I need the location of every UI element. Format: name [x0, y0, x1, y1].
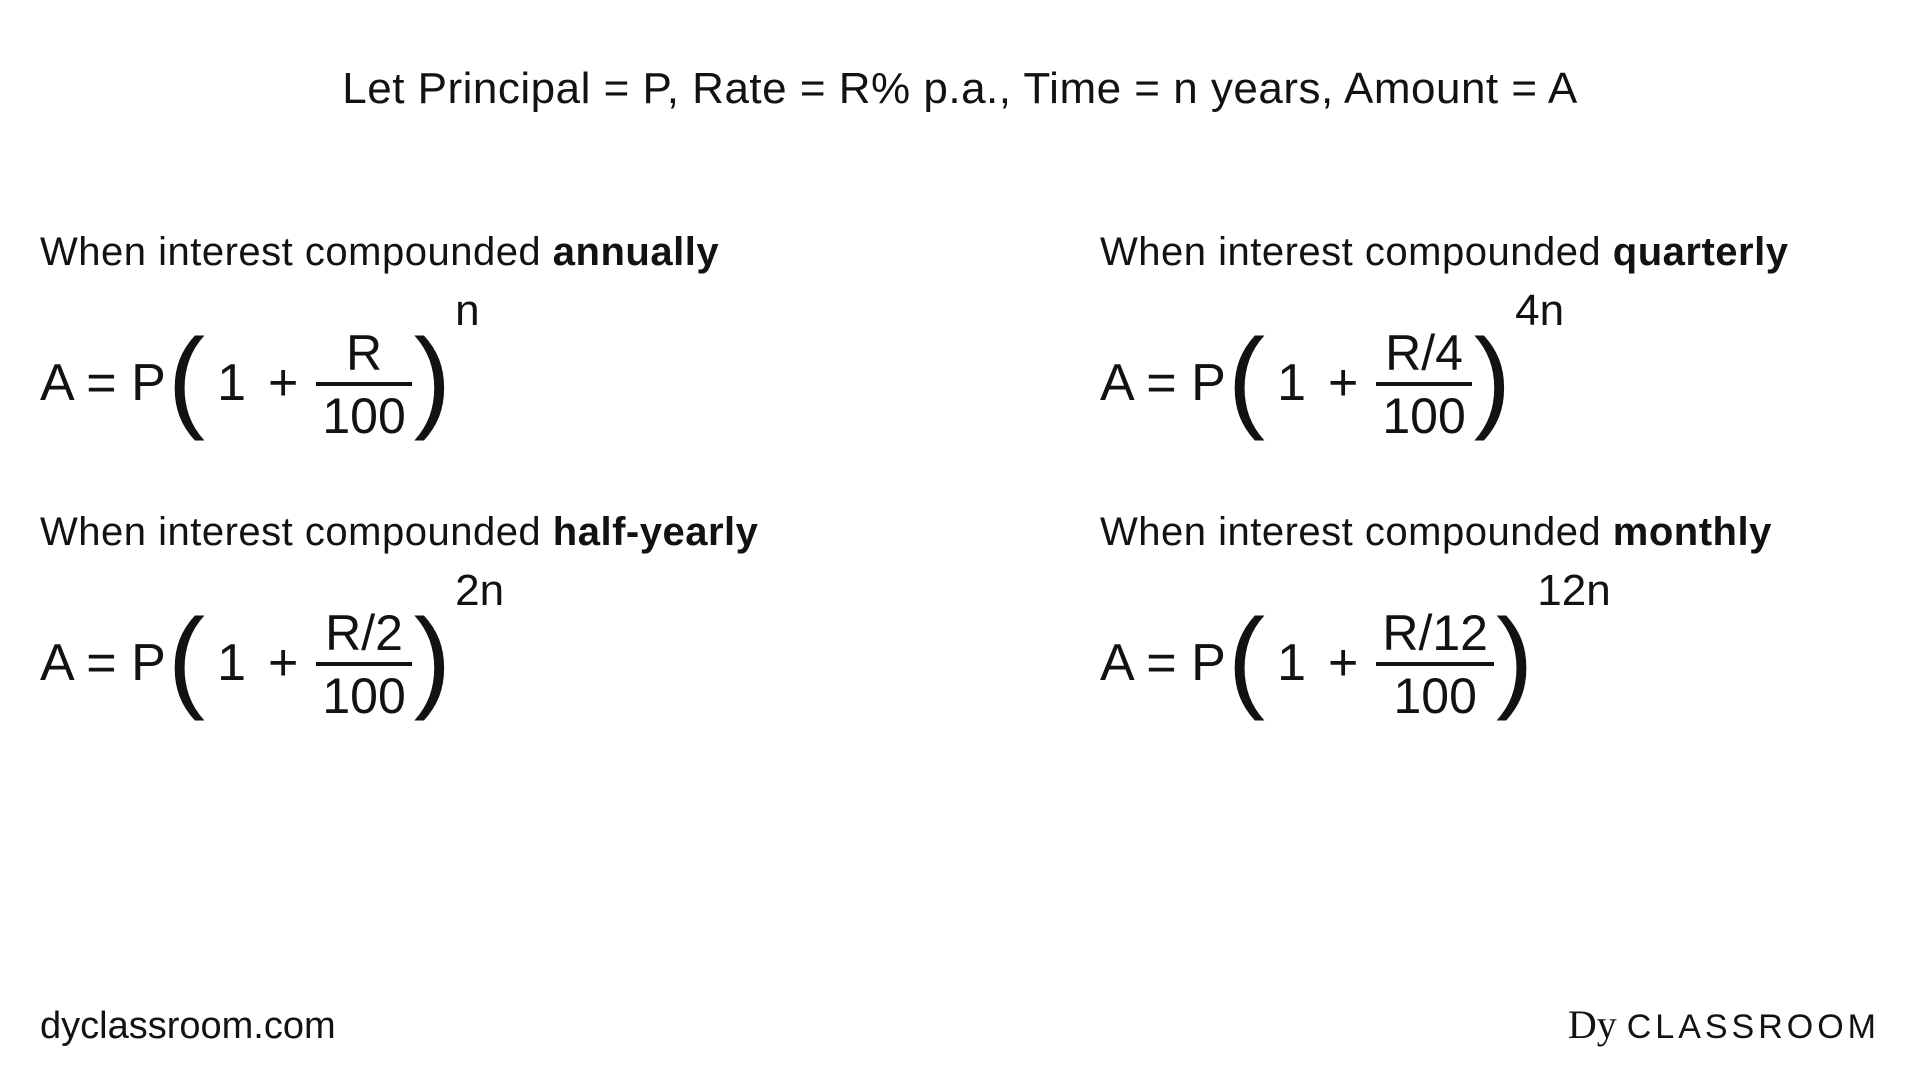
title-half-yearly: When interest compounded half-yearly: [40, 510, 960, 555]
equation-monthly: A = P ( 1 + R/12 100 ) 12n: [1100, 605, 1880, 720]
equation-half-yearly: A = P ( 1 + R/2 100 ) 2n: [40, 605, 960, 720]
exponent: n: [453, 289, 479, 333]
exponent: 4n: [1513, 289, 1564, 333]
numerator: R: [340, 327, 388, 382]
paren-open: (: [1226, 603, 1267, 715]
lhs: A = P: [40, 357, 166, 409]
title-prefix: When interest compounded: [1100, 230, 1613, 274]
denominator: 100: [1387, 666, 1482, 723]
title-bold: half-yearly: [553, 510, 759, 554]
one: 1: [207, 637, 246, 689]
title-quarterly: When interest compounded quarterly: [1100, 230, 1880, 275]
formula-grid: When interest compounded annually A = P …: [40, 230, 1880, 790]
paren-close: ): [412, 323, 453, 435]
formula-annually: When interest compounded annually A = P …: [40, 230, 960, 510]
denominator: 100: [1376, 386, 1471, 443]
title-bold: monthly: [1613, 510, 1772, 554]
paren-open: (: [166, 603, 207, 715]
title-prefix: When interest compounded: [40, 230, 553, 274]
variable-definitions: Let Principal = P, Rate = R% p.a., Time …: [0, 64, 1920, 114]
title-bold: quarterly: [1613, 230, 1789, 274]
fraction: R/12 100: [1376, 607, 1494, 722]
footer-url: dyclassroom.com: [40, 1005, 336, 1048]
equation-annually: A = P ( 1 + R 100 ) n: [40, 325, 960, 440]
exponent: 12n: [1535, 569, 1610, 613]
one: 1: [207, 357, 246, 409]
plus: +: [1306, 357, 1376, 409]
numerator: R/12: [1376, 607, 1494, 662]
logo-text: CLASSROOM: [1627, 1008, 1880, 1047]
paren-close: ): [1472, 323, 1513, 435]
numerator: R/2: [319, 607, 409, 662]
equation-quarterly: A = P ( 1 + R/4 100 ) 4n: [1100, 325, 1880, 440]
paren-open: (: [1226, 323, 1267, 435]
denominator: 100: [316, 386, 411, 443]
formula-monthly: When interest compounded monthly A = P (…: [960, 510, 1880, 790]
exponent: 2n: [453, 569, 504, 613]
fraction: R 100: [316, 327, 411, 442]
numerator: R/4: [1379, 327, 1469, 382]
title-bold: annually: [553, 230, 719, 274]
title-annually: When interest compounded annually: [40, 230, 960, 275]
logo-script: Dy: [1568, 1001, 1617, 1048]
lhs: A = P: [1100, 357, 1226, 409]
fraction: R/2 100: [316, 607, 411, 722]
title-prefix: When interest compounded: [1100, 510, 1613, 554]
lhs: A = P: [40, 637, 166, 689]
plus: +: [246, 637, 316, 689]
plus: +: [1306, 637, 1376, 689]
denominator: 100: [316, 666, 411, 723]
title-prefix: When interest compounded: [40, 510, 553, 554]
paren-open: (: [166, 323, 207, 435]
title-monthly: When interest compounded monthly: [1100, 510, 1880, 555]
fraction: R/4 100: [1376, 327, 1471, 442]
lhs: A = P: [1100, 637, 1226, 689]
paren-close: ): [1494, 603, 1535, 715]
one: 1: [1267, 357, 1306, 409]
formula-quarterly: When interest compounded quarterly A = P…: [960, 230, 1880, 510]
footer-logo: Dy CLASSROOM: [1568, 1001, 1880, 1048]
one: 1: [1267, 637, 1306, 689]
formula-half-yearly: When interest compounded half-yearly A =…: [40, 510, 960, 790]
paren-close: ): [412, 603, 453, 715]
plus: +: [246, 357, 316, 409]
